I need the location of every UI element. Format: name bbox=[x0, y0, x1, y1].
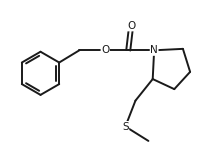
Text: O: O bbox=[127, 21, 135, 31]
Text: O: O bbox=[101, 45, 109, 55]
Text: S: S bbox=[122, 122, 129, 132]
Text: N: N bbox=[150, 45, 158, 55]
